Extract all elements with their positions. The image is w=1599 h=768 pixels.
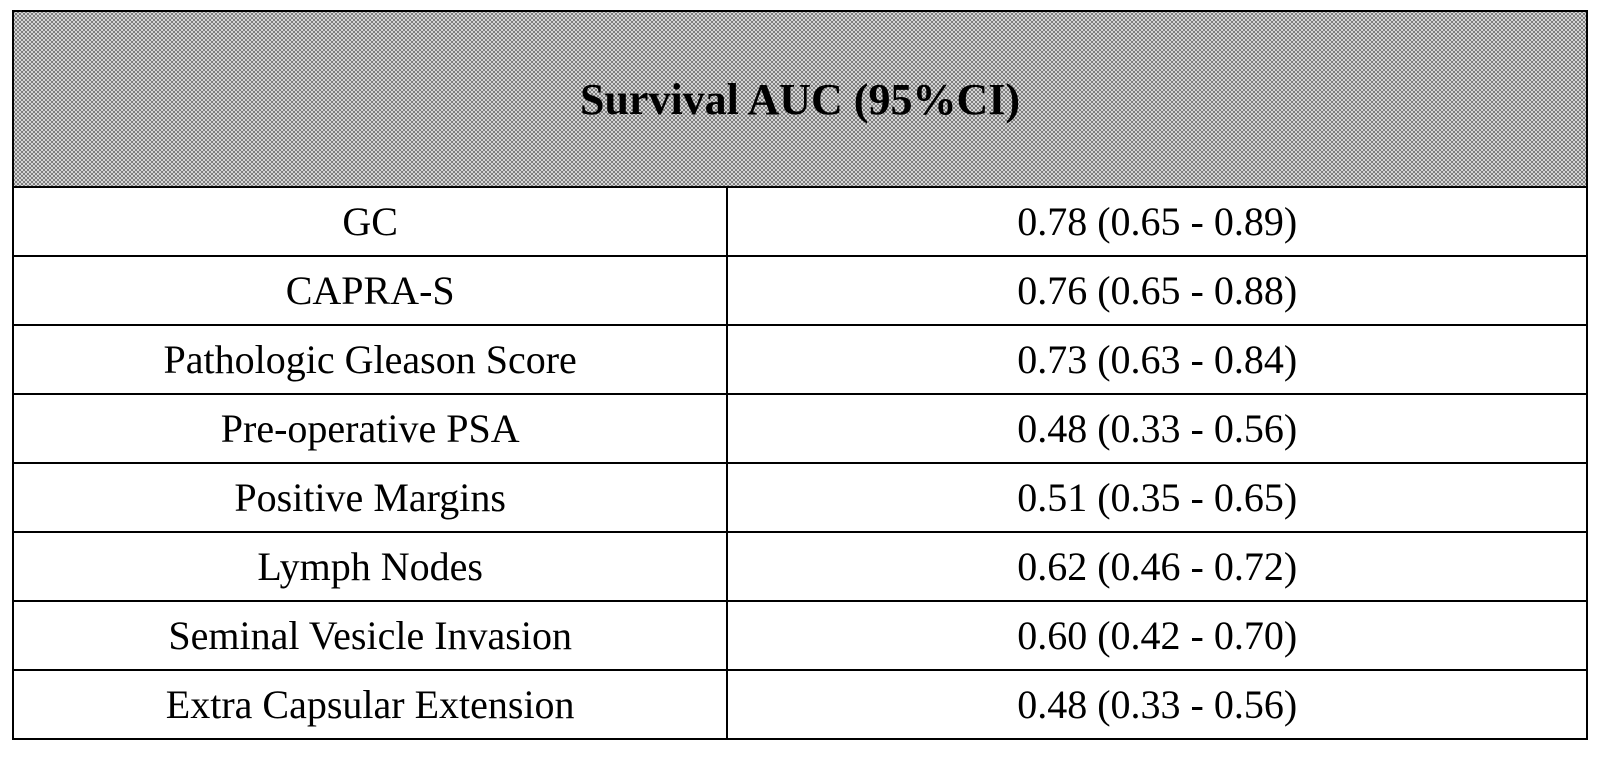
row-label: Pre-operative PSA — [13, 394, 727, 463]
row-label: Lymph Nodes — [13, 532, 727, 601]
table-row: Extra Capsular Extension 0.48 (0.33 - 0.… — [13, 670, 1587, 739]
row-label: Seminal Vesicle Invasion — [13, 601, 727, 670]
row-value: 0.76 (0.65 - 0.88) — [727, 256, 1587, 325]
table-header: Survival AUC (95%CI) — [13, 11, 1587, 187]
table-row: Seminal Vesicle Invasion 0.60 (0.42 - 0.… — [13, 601, 1587, 670]
table-row: Pathologic Gleason Score 0.73 (0.63 - 0.… — [13, 325, 1587, 394]
header-row: Survival AUC (95%CI) — [13, 11, 1587, 187]
row-value: 0.78 (0.65 - 0.89) — [727, 187, 1587, 256]
table-title: Survival AUC (95%CI) — [13, 11, 1587, 187]
row-value: 0.60 (0.42 - 0.70) — [727, 601, 1587, 670]
row-label: CAPRA-S — [13, 256, 727, 325]
row-label: Pathologic Gleason Score — [13, 325, 727, 394]
row-value: 0.73 (0.63 - 0.84) — [727, 325, 1587, 394]
table-row: CAPRA-S 0.76 (0.65 - 0.88) — [13, 256, 1587, 325]
row-value: 0.48 (0.33 - 0.56) — [727, 394, 1587, 463]
row-value: 0.48 (0.33 - 0.56) — [727, 670, 1587, 739]
row-value: 0.51 (0.35 - 0.65) — [727, 463, 1587, 532]
table-row: Lymph Nodes 0.62 (0.46 - 0.72) — [13, 532, 1587, 601]
row-label: GC — [13, 187, 727, 256]
table-row: Positive Margins 0.51 (0.35 - 0.65) — [13, 463, 1587, 532]
row-value: 0.62 (0.46 - 0.72) — [727, 532, 1587, 601]
row-label: Positive Margins — [13, 463, 727, 532]
table-body: GC 0.78 (0.65 - 0.89) CAPRA-S 0.76 (0.65… — [13, 187, 1587, 739]
table-row: Pre-operative PSA 0.48 (0.33 - 0.56) — [13, 394, 1587, 463]
table-row: GC 0.78 (0.65 - 0.89) — [13, 187, 1587, 256]
row-label: Extra Capsular Extension — [13, 670, 727, 739]
survival-auc-table: Survival AUC (95%CI) GC 0.78 (0.65 - 0.8… — [12, 10, 1588, 740]
